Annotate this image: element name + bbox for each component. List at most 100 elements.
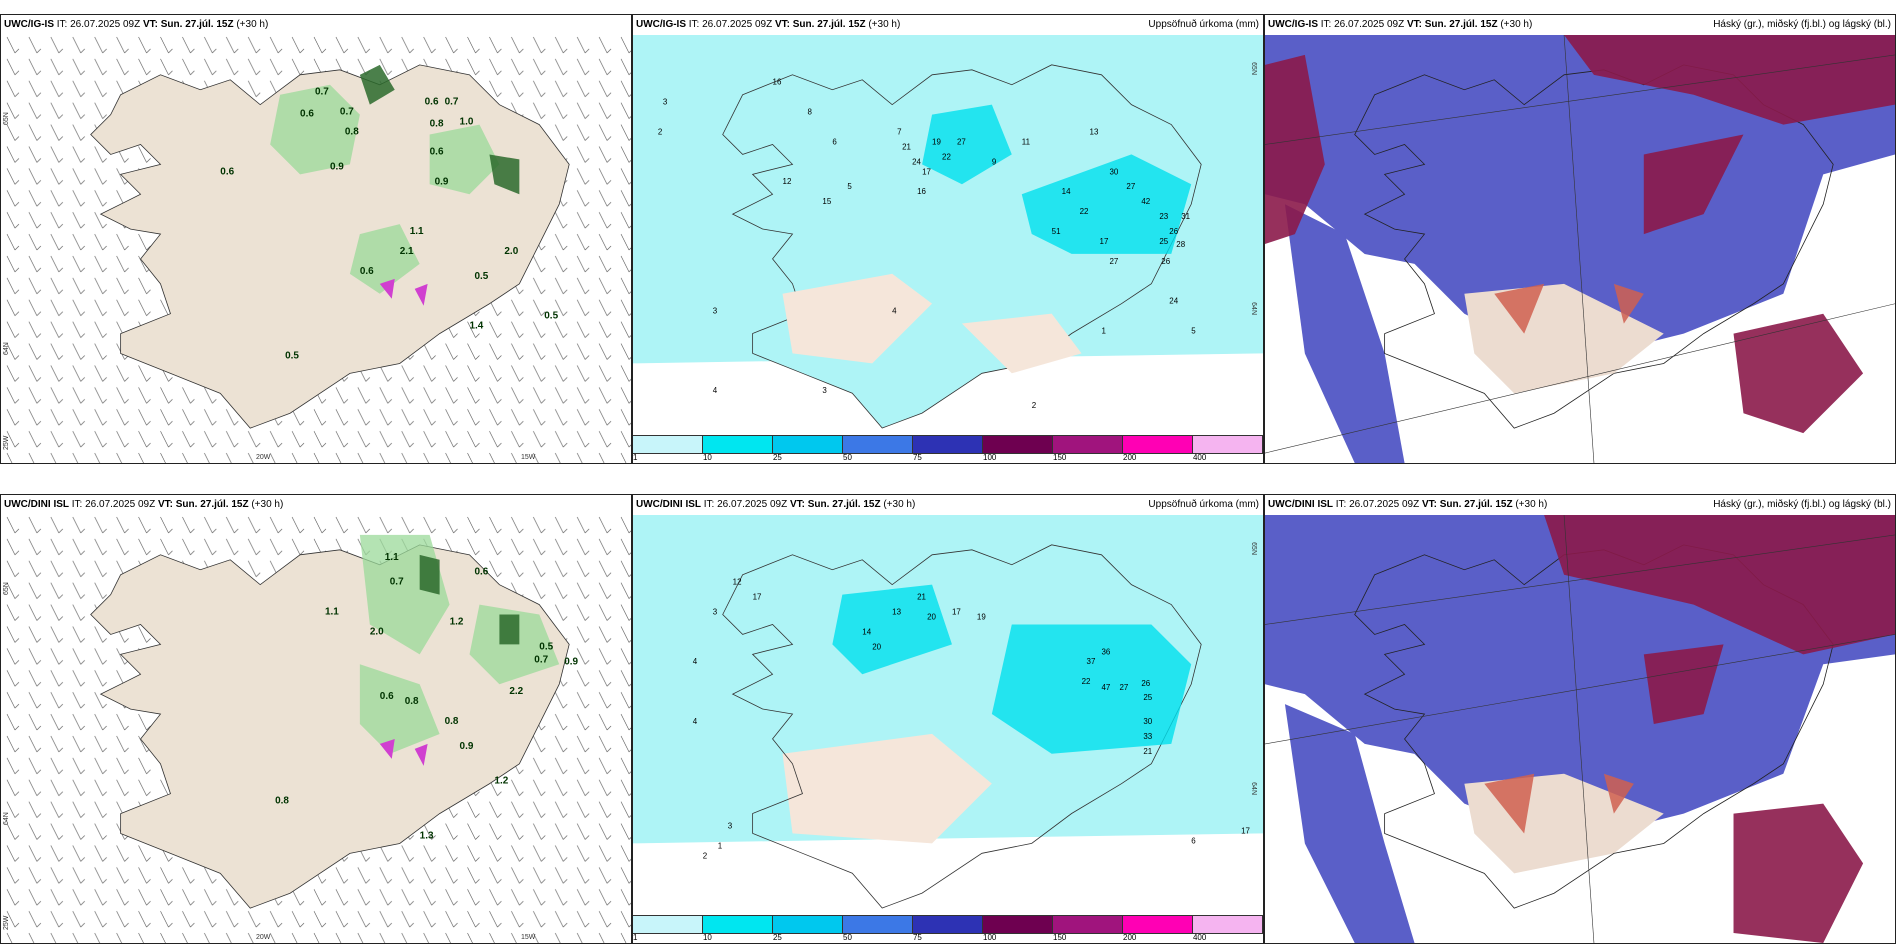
svg-text:14: 14 <box>1062 187 1071 196</box>
svg-text:1.1: 1.1 <box>325 607 339 618</box>
svg-text:17: 17 <box>1241 826 1250 835</box>
map-cloud-cover[interactable] <box>1265 515 1895 943</box>
map-accum-precip[interactable]: 3 4 12 17 14 20 13 21 20 17 19 37 36 22 … <box>633 515 1263 915</box>
svg-text:26: 26 <box>1161 257 1170 266</box>
iceland-land <box>90 544 570 909</box>
svg-text:0.8: 0.8 <box>445 716 459 727</box>
svg-text:0.6: 0.6 <box>360 266 374 277</box>
legend-swatch <box>983 436 1053 453</box>
accum-values: 3 2 3 4 12 16 8 6 5 7 9 11 15 21 24 19 2… <box>658 78 1196 410</box>
panel-dini-precip-wind: UWC/DINI ISL IT: 26.07.2025 09Z VT: Sun.… <box>0 494 632 944</box>
svg-text:3: 3 <box>713 307 718 316</box>
svg-text:17: 17 <box>922 167 931 176</box>
legend-tick: 100 <box>983 933 997 942</box>
svg-text:1.2: 1.2 <box>450 616 464 627</box>
legend-swatch <box>1053 916 1123 933</box>
panel-igis-accum: UWC/IG-IS IT: 26.07.2025 09Z VT: Sun. 27… <box>632 14 1264 464</box>
svg-text:0.5: 0.5 <box>285 350 299 361</box>
svg-text:27: 27 <box>1109 257 1118 266</box>
lat-label-25w: 25W <box>3 435 10 450</box>
lat-label-64n: 64N <box>1250 302 1257 315</box>
panel-title: UWC/IG-IS IT: 26.07.2025 09Z VT: Sun. 27… <box>1265 15 1895 35</box>
lat-label-64n: 64N <box>3 342 10 355</box>
svg-text:19: 19 <box>932 137 941 146</box>
svg-text:6: 6 <box>832 137 837 146</box>
lon-label-15w: 15W <box>521 934 536 941</box>
svg-text:0.7: 0.7 <box>445 97 459 108</box>
svg-text:1.1: 1.1 <box>385 552 399 563</box>
lat-label-65n: 65N <box>3 582 10 595</box>
legend-swatch <box>773 436 843 453</box>
svg-text:4: 4 <box>892 307 897 316</box>
lat-label-65n: 65N <box>1250 62 1257 75</box>
svg-text:4: 4 <box>693 657 698 666</box>
legend-tick: 400 <box>1192 933 1207 942</box>
legend-tick: 50 <box>843 933 852 942</box>
legend-swatch <box>773 916 843 933</box>
precip-values: 1.1 0.7 1.1 2.0 0.8 0.6 0.5 0.7 0.9 1.2 … <box>275 552 578 842</box>
svg-text:14: 14 <box>862 627 871 636</box>
legend-swatch <box>1123 916 1193 933</box>
svg-text:0.7: 0.7 <box>315 87 329 98</box>
svg-text:24: 24 <box>912 157 921 166</box>
svg-text:1.4: 1.4 <box>470 321 484 332</box>
svg-text:13: 13 <box>892 608 901 617</box>
map-precip-wind[interactable]: 1.1 0.7 1.1 2.0 0.8 0.6 0.5 0.7 0.9 1.2 … <box>1 515 631 943</box>
legend-tick: 100 <box>983 453 997 462</box>
legend-swatch <box>703 436 773 453</box>
map-cloud-cover[interactable] <box>1265 35 1895 463</box>
legend-tick: 75 <box>912 933 922 942</box>
svg-text:2.0: 2.0 <box>370 626 384 637</box>
panel-title: UWC/IG-IS IT: 26.07.2025 09Z VT: Sun. 27… <box>633 15 1263 35</box>
svg-text:12: 12 <box>783 177 792 186</box>
accum-values: 3 4 12 17 14 20 13 21 20 17 19 37 36 22 … <box>693 578 1251 861</box>
svg-text:0.7: 0.7 <box>390 577 404 588</box>
svg-text:5: 5 <box>1191 327 1196 336</box>
svg-text:27: 27 <box>957 137 966 146</box>
lat-label-65n: 65N <box>3 112 10 125</box>
panel-dini-cloud: UWC/DINI ISL IT: 26.07.2025 09Z VT: Sun.… <box>1264 494 1896 944</box>
svg-text:0.6: 0.6 <box>220 166 234 177</box>
svg-text:0.6: 0.6 <box>430 146 444 157</box>
legend-tick: 10 <box>702 453 712 462</box>
svg-text:4: 4 <box>693 717 698 726</box>
svg-text:2: 2 <box>1032 401 1037 410</box>
svg-text:7: 7 <box>897 128 902 137</box>
svg-text:28: 28 <box>1176 240 1185 249</box>
svg-text:19: 19 <box>977 612 986 621</box>
map-accum-precip[interactable]: 3 2 3 4 12 16 8 6 5 7 9 11 15 21 24 19 2… <box>633 35 1263 435</box>
svg-text:1.1: 1.1 <box>410 226 424 237</box>
svg-text:31: 31 <box>1181 212 1190 221</box>
svg-text:17: 17 <box>952 608 961 617</box>
svg-text:3: 3 <box>822 386 827 395</box>
legend-tick: 1 <box>633 453 638 462</box>
svg-text:22: 22 <box>942 152 951 161</box>
legend-tick: 150 <box>1053 453 1067 462</box>
legend-swatch <box>983 916 1053 933</box>
legend-tick: 200 <box>1123 933 1137 942</box>
svg-text:4: 4 <box>713 386 718 395</box>
svg-text:21: 21 <box>917 593 926 602</box>
legend-swatch <box>913 436 983 453</box>
legend-swatch <box>1193 436 1263 453</box>
svg-text:33: 33 <box>1143 732 1152 741</box>
legend-swatch <box>1193 916 1263 933</box>
svg-text:1.2: 1.2 <box>494 776 508 787</box>
lat-label-64n: 64N <box>1250 782 1257 795</box>
svg-text:23: 23 <box>1159 212 1168 221</box>
legend-swatch <box>703 916 773 933</box>
svg-text:1: 1 <box>1102 327 1107 336</box>
svg-text:2.0: 2.0 <box>504 246 518 257</box>
svg-text:17: 17 <box>1100 237 1109 246</box>
svg-text:27: 27 <box>1119 683 1128 692</box>
svg-text:0.9: 0.9 <box>460 741 474 752</box>
svg-text:20: 20 <box>927 612 936 621</box>
map-precip-wind[interactable]: 0.7 0.7 0.6 0.8 0.6 0.7 0.8 0.6 0.9 1.0 … <box>1 35 631 463</box>
svg-text:0.6: 0.6 <box>300 109 314 120</box>
svg-text:0.8: 0.8 <box>430 119 444 130</box>
svg-text:0.5: 0.5 <box>544 311 558 322</box>
svg-text:2.1: 2.1 <box>400 246 414 257</box>
svg-text:8: 8 <box>807 108 812 117</box>
legend-tick: 10 <box>702 933 712 942</box>
svg-text:26: 26 <box>1169 227 1178 236</box>
